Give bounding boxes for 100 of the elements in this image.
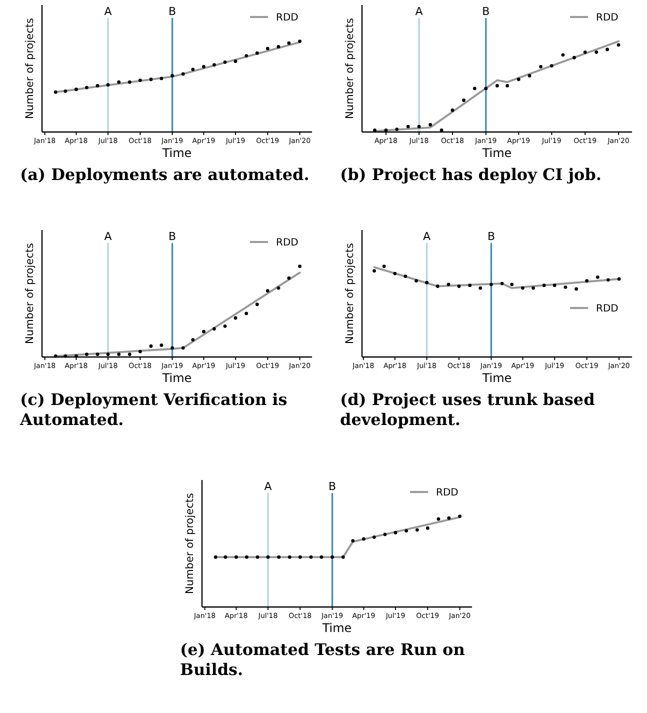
- legend-label: RDD: [436, 488, 459, 498]
- legend-label: RDD: [596, 304, 619, 314]
- y-axis-title: Number of projects: [24, 18, 36, 119]
- point: [277, 555, 281, 559]
- ref-line-label: A: [104, 5, 112, 18]
- point: [212, 327, 216, 331]
- point: [521, 286, 524, 290]
- point: [170, 346, 174, 350]
- point: [170, 74, 174, 78]
- point: [202, 330, 206, 334]
- point: [223, 324, 227, 328]
- point: [542, 284, 546, 288]
- point: [234, 316, 238, 320]
- point: [266, 46, 270, 50]
- point: [484, 86, 488, 90]
- text: (c) Deployment Verification is Automated.: [19, 390, 288, 429]
- point: [539, 64, 542, 68]
- point: [478, 286, 482, 290]
- point: [149, 344, 153, 348]
- text: (d) Project uses trunk based development.: [340, 390, 595, 429]
- point: [64, 89, 68, 93]
- point: [256, 555, 260, 559]
- point: [528, 74, 532, 78]
- point: [382, 264, 386, 268]
- point: [372, 535, 376, 539]
- y-axis-title: Number of projects: [24, 243, 36, 344]
- point: [223, 60, 227, 64]
- point: [384, 128, 388, 132]
- point: [128, 80, 132, 84]
- legend-label: RDD: [276, 238, 299, 248]
- point: [224, 555, 228, 559]
- point: [414, 279, 418, 282]
- ref-line-label: A: [264, 480, 272, 493]
- point: [214, 555, 218, 559]
- point: [606, 278, 610, 282]
- point: [276, 45, 280, 48]
- text: (a) Deployments are automated.: [20, 165, 310, 184]
- legend-label: RDD: [596, 12, 619, 24]
- point: [393, 272, 397, 276]
- point: [440, 128, 444, 132]
- point: [417, 124, 421, 128]
- point: [516, 78, 520, 82]
- point: [372, 269, 376, 273]
- ref-line-label: B: [168, 5, 176, 18]
- point: [341, 555, 345, 559]
- ref-line-label: B: [482, 5, 490, 18]
- point: [574, 287, 578, 291]
- point: [472, 86, 476, 90]
- ref-line-label: A: [104, 230, 112, 243]
- point: [415, 528, 419, 532]
- point: [287, 276, 291, 280]
- point: [596, 275, 600, 279]
- ref-line-label: B: [487, 230, 495, 243]
- point: [594, 50, 598, 54]
- point: [426, 526, 430, 530]
- point: [447, 516, 451, 520]
- x-axis-title: Time: [161, 146, 192, 160]
- point: [462, 98, 466, 102]
- point: [85, 86, 88, 90]
- point: [572, 56, 576, 60]
- point: [500, 282, 504, 286]
- y-axis-title: Number of projects: [344, 243, 356, 344]
- point: [138, 350, 142, 354]
- point: [244, 312, 248, 316]
- point: [298, 40, 302, 43]
- y-axis-title: Number of projects: [344, 18, 356, 119]
- point: [362, 537, 366, 541]
- point: [450, 108, 454, 112]
- point: [606, 48, 609, 52]
- x-axis-title: Time: [481, 371, 512, 385]
- point: [506, 84, 510, 88]
- point: [245, 555, 248, 559]
- point: [404, 274, 408, 278]
- point: [457, 284, 461, 288]
- y-axis-title: Number of projects: [184, 493, 196, 594]
- x-axis-title: Time: [481, 146, 512, 160]
- point: [106, 83, 110, 87]
- point: [138, 78, 142, 82]
- point: [191, 68, 195, 72]
- point: [191, 338, 195, 342]
- point: [617, 277, 621, 281]
- point: [585, 279, 589, 282]
- point: [351, 539, 355, 542]
- point: [425, 280, 428, 284]
- point: [468, 284, 472, 288]
- point: [202, 64, 206, 68]
- point: [234, 555, 238, 559]
- point: [564, 285, 568, 289]
- point: [406, 124, 410, 128]
- point: [561, 53, 565, 57]
- point: [96, 352, 100, 356]
- point: [458, 514, 462, 518]
- point: [212, 63, 216, 67]
- x-axis-title: Time: [161, 371, 192, 385]
- point: [128, 352, 132, 356]
- point: [287, 41, 291, 45]
- legend-label: RDD: [276, 12, 299, 24]
- point: [436, 284, 440, 288]
- point: [583, 50, 587, 54]
- point: [85, 352, 88, 356]
